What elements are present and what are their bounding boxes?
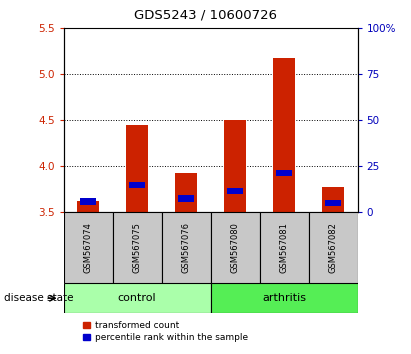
Bar — [309, 212, 358, 283]
Bar — [178, 195, 194, 202]
Bar — [211, 212, 260, 283]
Bar — [162, 212, 211, 283]
Text: GDS5243 / 10600726: GDS5243 / 10600726 — [134, 9, 277, 22]
Bar — [126, 125, 148, 212]
Bar — [273, 58, 295, 212]
Bar — [113, 212, 162, 283]
Text: GSM567080: GSM567080 — [231, 222, 240, 273]
Text: GSM567074: GSM567074 — [84, 222, 93, 273]
Bar — [175, 173, 197, 212]
Text: GSM567081: GSM567081 — [279, 222, 289, 273]
Bar — [227, 188, 243, 194]
Bar — [64, 283, 210, 313]
Bar — [77, 201, 99, 212]
Text: GSM567082: GSM567082 — [328, 222, 337, 273]
Legend: transformed count, percentile rank within the sample: transformed count, percentile rank withi… — [83, 321, 248, 342]
Bar — [322, 187, 344, 212]
Text: disease state: disease state — [4, 293, 74, 303]
Text: control: control — [118, 293, 157, 303]
Bar — [211, 283, 358, 313]
Bar — [260, 212, 309, 283]
Text: GSM567076: GSM567076 — [182, 222, 191, 273]
Bar — [64, 212, 113, 283]
Bar — [325, 200, 342, 206]
Bar — [224, 120, 246, 212]
Bar — [276, 170, 292, 176]
Text: arthritis: arthritis — [262, 293, 306, 303]
Text: GSM567075: GSM567075 — [133, 222, 142, 273]
Bar — [129, 182, 145, 188]
Bar — [80, 198, 97, 205]
